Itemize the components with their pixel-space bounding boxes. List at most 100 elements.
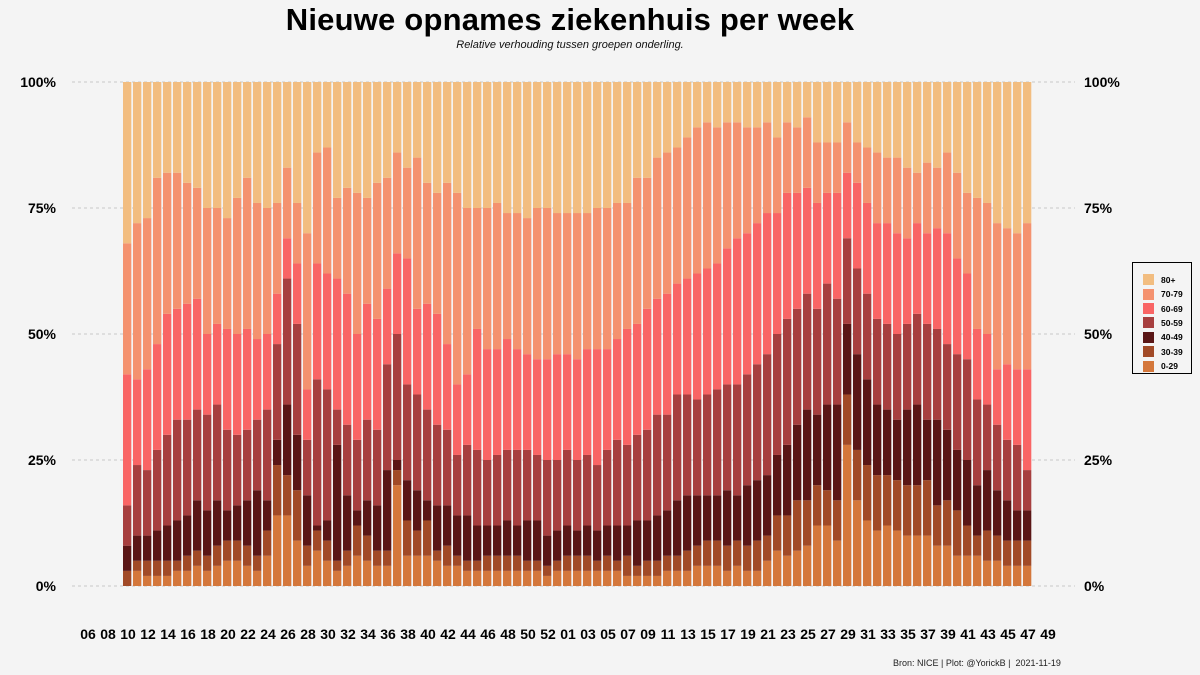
bar-week-45-35 [473, 82, 482, 586]
bar-segment-60-69 [463, 374, 472, 445]
x-tick-label: 46 [480, 626, 496, 642]
bar-segment-80+ [133, 82, 142, 224]
bar-segment-80+ [153, 82, 162, 178]
bar-segment-50-59 [283, 278, 292, 405]
bar-segment-70-79 [883, 157, 892, 224]
bar-segment-80+ [953, 82, 962, 173]
bar-segment-60-69 [983, 334, 992, 405]
bar-segment-40-49 [773, 454, 782, 516]
bar-week-32-22 [343, 82, 352, 586]
bar-segment-80+ [363, 82, 372, 198]
bar-segment-0-29 [753, 570, 762, 586]
bar-segment-30-39 [843, 394, 852, 445]
bar-segment-50-59 [933, 328, 942, 420]
bar-segment-50-59 [393, 334, 402, 460]
bar-segment-80+ [443, 82, 452, 183]
bar-segment-60-69 [993, 369, 1002, 425]
bar-segment-80+ [533, 82, 542, 208]
bar-week-undefined-90 [1023, 82, 1032, 586]
bar-segment-70-79 [933, 167, 942, 229]
bar-segment-70-79 [553, 213, 562, 355]
bar-segment-70-79 [253, 202, 262, 340]
bar-segment-40-49 [553, 530, 562, 561]
bar-segment-60-69 [443, 344, 452, 430]
bar-segment-30-39 [243, 545, 252, 566]
bar-segment-80+ [873, 82, 882, 153]
bar-segment-30-39 [673, 555, 682, 571]
bar-week-23-66 [783, 82, 792, 586]
x-tick-label: 23 [780, 626, 796, 642]
bar-segment-50-59 [793, 308, 802, 425]
bar-segment-80+ [923, 82, 932, 163]
bar-segment-80+ [253, 82, 262, 203]
bar-segment-40-49 [503, 520, 512, 556]
bar-segment-60-69 [473, 328, 482, 450]
bar-segment-40-49 [763, 475, 772, 536]
bar-segment-60-69 [363, 303, 372, 420]
bar-segment-60-69 [333, 278, 342, 410]
bar-segment-50-59 [173, 419, 182, 521]
bar-segment-50-59 [843, 238, 852, 324]
bar-segment-50-59 [643, 429, 652, 521]
bar-segment-30-39 [263, 530, 272, 556]
bar-week-27-17 [293, 82, 302, 586]
x-tick-label: 11 [661, 626, 676, 642]
bar-segment-30-39 [483, 555, 492, 571]
bar-segment-0-29 [213, 565, 222, 586]
bar-segment-30-39 [913, 485, 922, 536]
bar-segment-0-29 [823, 525, 832, 586]
bar-segment-0-29 [313, 550, 322, 586]
bar-segment-0-29 [333, 570, 342, 586]
bar-segment-80+ [193, 82, 202, 188]
bar-segment-50-59 [453, 454, 462, 516]
bar-segment-80+ [413, 82, 422, 158]
bar-segment-50-59 [1013, 444, 1022, 511]
bar-week-38-28 [403, 82, 412, 586]
x-tick-label: 28 [300, 626, 316, 642]
bar-week-36-26 [383, 82, 392, 586]
bar-segment-50-59 [823, 283, 832, 405]
bar-week-18-8 [203, 82, 212, 586]
bar-segment-80+ [513, 82, 522, 214]
bar-segment-50-59 [993, 424, 1002, 491]
bar-segment-30-39 [853, 449, 862, 501]
bar-week-25-68 [803, 82, 812, 586]
bar-segment-0-29 [743, 570, 752, 586]
y-tick-left: 50% [28, 326, 57, 342]
bar-segment-40-49 [473, 525, 482, 561]
bar-segment-80+ [593, 82, 602, 208]
bar-week-29-19 [313, 82, 322, 586]
bar-segment-50-59 [223, 429, 232, 511]
bar-segment-50-59 [193, 409, 202, 501]
legend-item: 40-49 [1143, 331, 1191, 345]
bar-segment-30-39 [773, 515, 782, 551]
bar-segment-30-39 [633, 565, 642, 576]
bar-segment-50-59 [623, 444, 632, 526]
bar-segment-70-79 [673, 147, 682, 284]
bar-segment-30-39 [663, 555, 672, 571]
bar-segment-30-39 [733, 540, 742, 566]
bar-segment-60-69 [183, 303, 192, 420]
bar-segment-60-69 [843, 172, 852, 239]
bar-segment-60-69 [253, 339, 262, 420]
bar-segment-40-49 [413, 490, 422, 531]
bar-week-13-3 [153, 82, 162, 586]
bar-segment-60-69 [153, 344, 162, 450]
x-tick-label: 15 [700, 626, 716, 642]
bar-segment-80+ [973, 82, 982, 198]
bar-week-40-30 [423, 82, 432, 586]
bar-segment-80+ [903, 82, 912, 168]
bar-week-07-50 [623, 82, 632, 586]
bar-segment-50-59 [583, 454, 592, 526]
bar-segment-40-49 [303, 495, 312, 546]
x-tick-label: 06 [80, 626, 96, 642]
bar-segment-70-79 [583, 213, 592, 350]
bar-segment-40-49 [223, 510, 232, 541]
bar-segment-40-49 [883, 409, 892, 476]
bar-segment-80+ [243, 82, 252, 178]
bar-segment-70-79 [223, 218, 232, 329]
bar-segment-0-29 [133, 570, 142, 586]
bar-segment-60-69 [583, 349, 592, 455]
x-tick-label: 12 [140, 626, 156, 642]
